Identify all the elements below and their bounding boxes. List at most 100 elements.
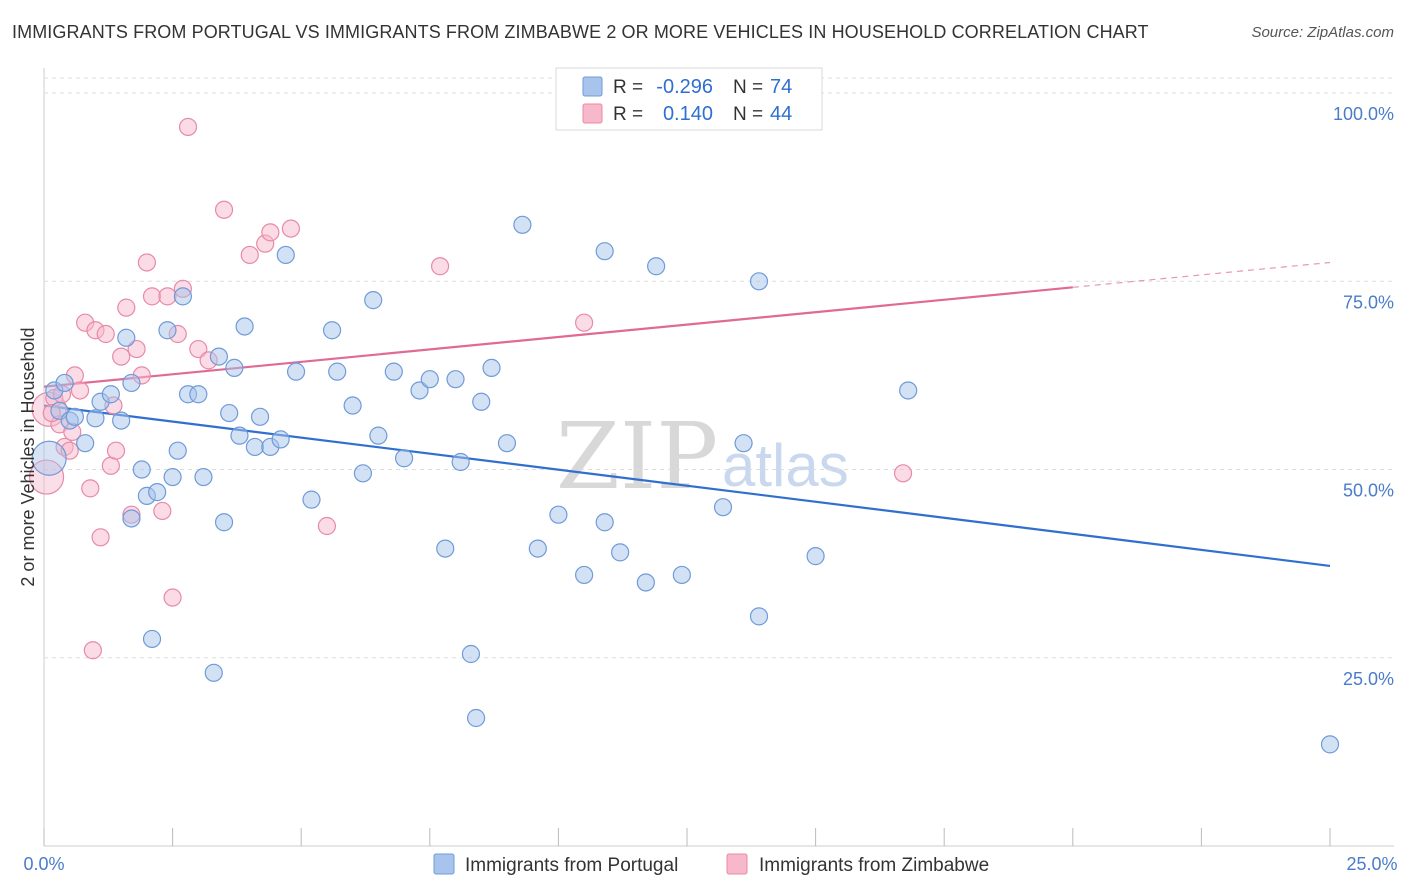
legend-swatch-portugal [582,76,603,97]
point-zimbabwe [158,287,177,306]
point-portugal [446,370,465,389]
series-legend-label-zimbabwe: Immigrants from Zimbabwe [759,855,989,876]
point-portugal [189,385,208,404]
legend-r-label-zimbabwe: R = [613,104,643,125]
point-portugal [436,539,455,558]
point-portugal [394,449,414,468]
point-zimbabwe [430,257,450,276]
point-zimbabwe [163,588,182,607]
point-portugal [276,245,295,265]
point-zimbabwe [893,464,913,483]
point-portugal [112,411,131,430]
point-portugal [122,373,141,393]
point-portugal [343,396,362,415]
watermark-zip: ZIP [556,403,718,510]
point-portugal [749,607,769,626]
point-portugal [235,317,254,336]
point-portugal [286,362,306,381]
chart-title: IMMIGRANTS FROM PORTUGAL VS IMMIGRANTS F… [12,22,1149,42]
point-zimbabwe [106,441,126,460]
point-portugal [528,539,547,558]
point-portugal [636,573,655,592]
point-zimbabwe [137,253,156,272]
legend-n-value-zimbabwe: 44 [770,103,792,125]
point-portugal [611,543,630,562]
point-zimbabwe [153,501,172,521]
point-zimbabwe [214,200,234,219]
point-portugal [204,663,223,682]
point-portugal [209,347,228,366]
point-portugal [245,437,265,457]
point-portugal [482,358,501,377]
point-zimbabwe [91,528,110,547]
point-portugal [899,381,918,400]
trend-line-1 [43,286,1073,388]
point-portugal [31,440,67,476]
point-portugal [734,434,753,453]
point-zimbabwe [81,479,100,498]
point-portugal [168,441,187,460]
point-portugal [749,272,769,291]
point-portugal [513,215,532,234]
trend-line-0 [43,404,1331,567]
point-portugal [122,509,141,528]
y-tick-label: 25.0% [1343,669,1394,689]
legend-n-label-zimbabwe: N = [733,104,763,125]
point-zimbabwe [261,223,280,242]
point-portugal [1320,735,1340,754]
point-zimbabwe [189,339,208,359]
point-portugal [595,242,614,261]
point-zimbabwe [117,298,136,317]
point-zimbabwe [281,219,301,238]
point-zimbabwe [83,641,102,660]
point-portugal [230,426,249,445]
point-portugal [117,328,136,347]
point-portugal [55,373,74,393]
legend-n-label-portugal: N = [733,77,763,98]
trend-line-extension-1 [1072,261,1331,288]
point-zimbabwe [70,381,90,400]
point-zimbabwe [127,339,146,359]
point-portugal [250,407,270,426]
point-portugal [497,434,517,453]
point-zimbabwe [28,459,65,495]
legend-r-value-portugal: -0.296 [656,76,713,98]
point-zimbabwe [317,516,337,536]
point-portugal [713,498,733,517]
point-portugal [549,505,568,524]
y-tick-label: 100.0% [1333,104,1394,124]
legend-swatch-zimbabwe [582,103,603,124]
point-zimbabwe [112,347,131,366]
point-portugal [369,426,388,445]
legend-r-label-portugal: R = [613,77,643,98]
point-portugal [132,460,151,479]
point-zimbabwe [178,117,198,137]
series-legend-swatch-zimbabwe [726,853,748,875]
point-zimbabwe [96,324,115,344]
legend-n-value-portugal: 74 [770,76,792,98]
point-portugal [225,358,244,377]
point-portugal [672,565,691,585]
point-portugal [302,490,321,509]
point-portugal [214,513,234,532]
point-portugal [173,287,192,306]
point-portugal [595,513,614,532]
y-axis-label: 2 or more Vehicles in Household [18,327,38,586]
point-portugal [328,362,347,381]
point-portugal [420,370,439,389]
point-zimbabwe [142,287,162,306]
point-portugal [451,452,470,472]
point-portugal [647,257,666,276]
point-portugal [806,547,825,566]
y-tick-label: 50.0% [1343,481,1394,501]
x-tick-label-max: 25.0% [1346,854,1397,874]
point-portugal [575,565,594,585]
y-tick-label: 75.0% [1343,292,1394,312]
point-portugal [76,434,95,453]
point-portugal [163,467,182,487]
point-portugal [86,409,105,428]
point-portugal [142,629,162,649]
point-portugal [384,362,403,381]
point-portugal [220,403,239,423]
